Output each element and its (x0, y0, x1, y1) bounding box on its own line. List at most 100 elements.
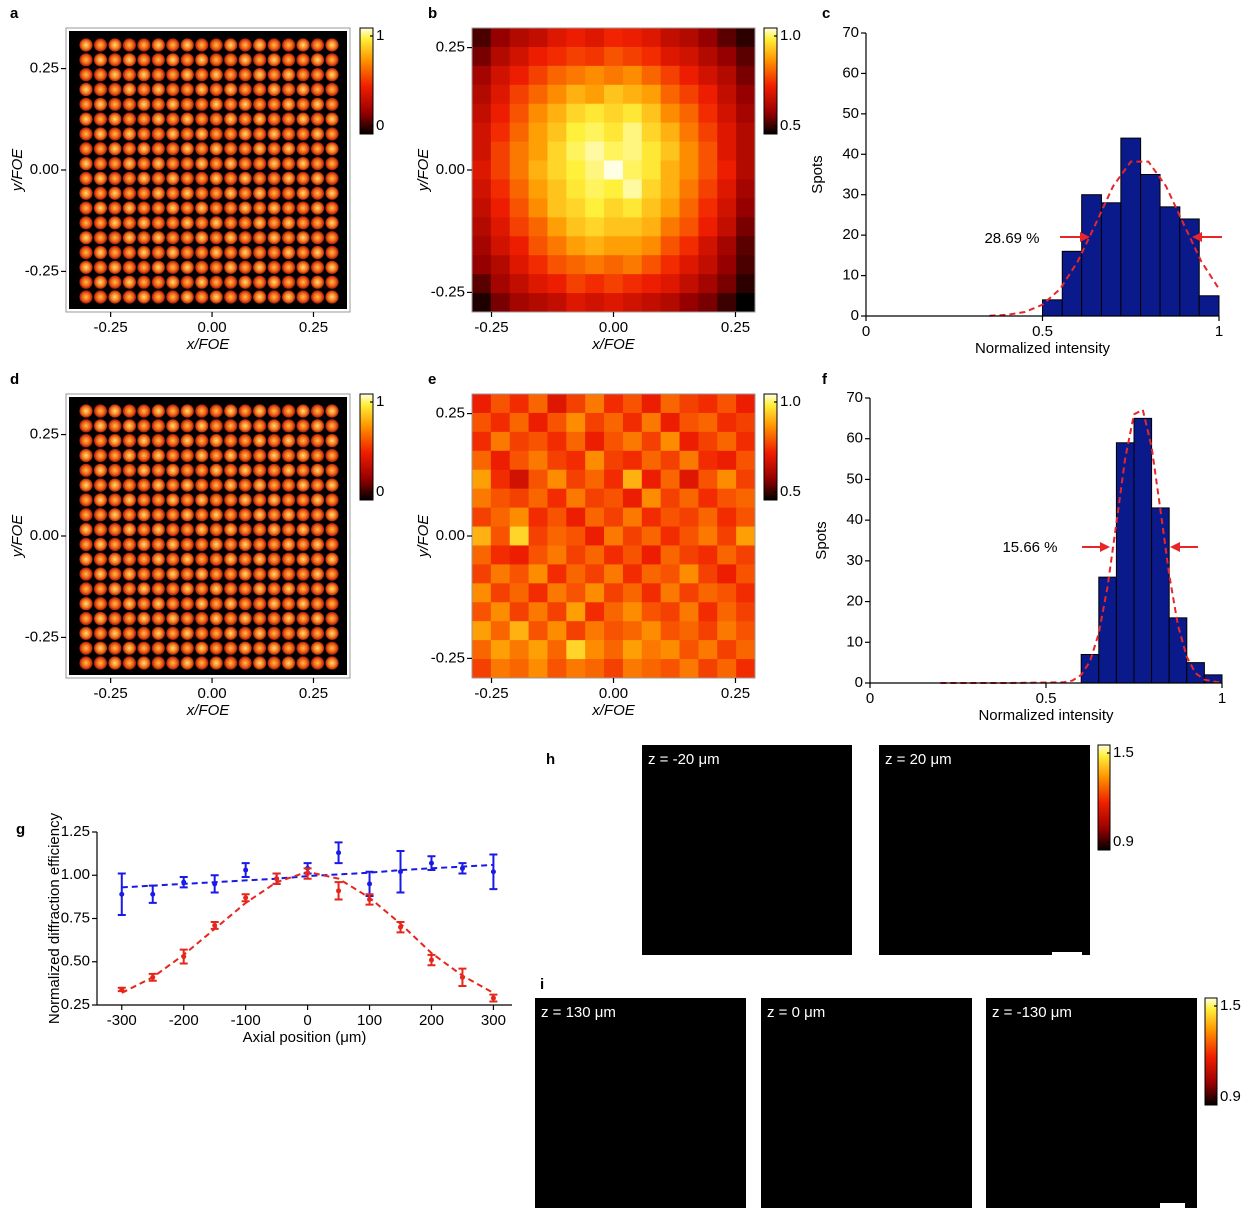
spot (195, 171, 209, 186)
spot (238, 186, 252, 200)
heatmap-cell (472, 640, 492, 660)
heatmap-cell (641, 621, 662, 641)
colorbar-tick-label: 0.5 (780, 483, 801, 500)
heatmap-cell (641, 236, 662, 256)
spot (166, 522, 180, 537)
spot (310, 656, 325, 670)
data-point (459, 974, 465, 980)
spot (310, 434, 325, 448)
heatmap-cell (472, 394, 492, 414)
heatmap-cell (509, 103, 530, 124)
spot (310, 597, 325, 611)
heatmap-cell (472, 84, 492, 105)
spot (137, 290, 151, 304)
spot (93, 463, 108, 477)
heatmap-cell (566, 431, 586, 452)
heatmap-cell (472, 236, 492, 256)
y-axis-label: y/FOE (9, 148, 26, 192)
y-tick-label: 0.25 (436, 405, 465, 422)
spot (195, 186, 209, 200)
x-tick-label: 200 (419, 1012, 444, 1029)
data-point (305, 871, 311, 877)
x-tick-label: -0.25 (94, 685, 128, 702)
spot (122, 260, 137, 274)
spot (180, 156, 194, 171)
spot (310, 448, 325, 463)
spot (195, 404, 209, 418)
spot (180, 127, 194, 141)
heatmap-cell (490, 640, 511, 660)
spot (108, 552, 122, 566)
heatmap-cell (679, 160, 699, 180)
spot (281, 567, 296, 581)
heatmap-cell (717, 621, 737, 641)
spot (310, 290, 325, 304)
spot (195, 478, 209, 492)
spot (296, 611, 310, 626)
heatmap-cell (622, 141, 643, 162)
spot (296, 656, 310, 670)
heatmap-cell (509, 28, 530, 48)
spot (209, 231, 223, 245)
spot (180, 201, 194, 215)
spot (180, 216, 194, 230)
spot (180, 522, 194, 537)
heatmap-cell (698, 84, 718, 105)
spot (310, 201, 325, 215)
heatmap-cell (547, 122, 567, 143)
spot (209, 626, 223, 640)
y-tick-label: 70 (846, 389, 863, 406)
spot (224, 275, 238, 289)
heatmap-cell (585, 84, 605, 105)
spot (253, 68, 267, 82)
spot (267, 463, 281, 477)
heatmap-cell (736, 394, 756, 414)
spot (79, 38, 93, 52)
heatmap-cell (490, 412, 511, 433)
heatmap-cell (585, 469, 605, 490)
heatmap-cell (736, 103, 756, 124)
spot (296, 463, 310, 477)
heatmap-cell (472, 431, 492, 452)
spot (137, 112, 151, 126)
heatmap-cell (736, 28, 756, 48)
spot (267, 186, 281, 200)
spot (209, 216, 223, 230)
heatmap-cell (585, 46, 605, 67)
heatmap-cell (472, 564, 492, 584)
spot (267, 68, 281, 82)
heatmap-cell (528, 122, 548, 143)
heatmap-cell (641, 412, 662, 433)
heatmap-cell (566, 274, 586, 294)
spot (238, 68, 252, 82)
spot (137, 97, 151, 111)
spot (195, 142, 209, 156)
spot (93, 171, 108, 186)
heatmap-cell (528, 141, 548, 162)
spot (151, 478, 165, 492)
spot (281, 626, 296, 640)
spot (166, 478, 180, 492)
spot (209, 68, 223, 82)
spot (108, 231, 122, 245)
heatmap-cell (528, 255, 548, 275)
heatmap-cell (472, 293, 492, 313)
heatmap-cell (490, 545, 511, 565)
spot (238, 626, 252, 640)
colorbar (1097, 744, 1111, 851)
spot (281, 522, 296, 537)
histogram-bar (1159, 206, 1181, 317)
spot (224, 38, 238, 52)
spot (253, 171, 267, 186)
heatmap-cell (660, 274, 681, 294)
y-tick-label: 0.00 (30, 161, 59, 178)
heatmap-cell (509, 236, 530, 256)
spot (253, 156, 267, 171)
spot (180, 171, 194, 186)
data-point (428, 860, 434, 866)
spot (267, 641, 281, 655)
y-tick-label: 0.25 (30, 60, 59, 77)
heatmap-cell (736, 640, 756, 660)
spot (224, 216, 238, 230)
heatmap-cell (660, 236, 681, 256)
